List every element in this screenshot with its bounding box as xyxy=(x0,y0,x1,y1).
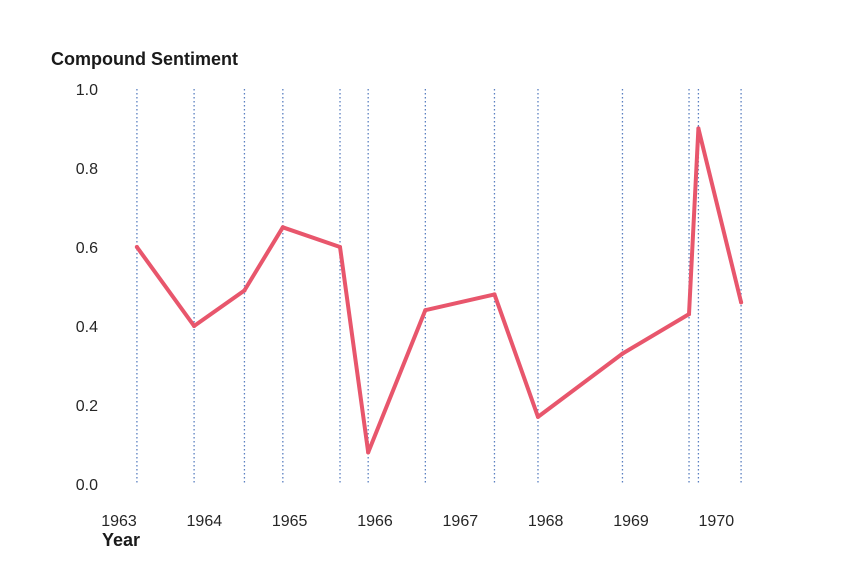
y-tick-label: 0.6 xyxy=(76,240,98,257)
y-tick-label: 0.4 xyxy=(76,319,98,336)
y-tick-labels: 0.0 0.2 0.4 0.6 0.8 1.0 xyxy=(76,82,98,494)
data-point xyxy=(687,312,692,317)
x-tick-label: 1970 xyxy=(699,513,735,530)
x-tick-label: 1966 xyxy=(357,513,393,530)
x-tick-label: 1964 xyxy=(187,513,223,530)
x-tick-label: 1969 xyxy=(613,513,649,530)
x-tick-label: 1967 xyxy=(443,513,479,530)
y-tick-label: 0.8 xyxy=(76,161,98,178)
data-point xyxy=(192,324,197,328)
data-point xyxy=(492,292,497,297)
y-tick-label: 1.0 xyxy=(76,82,98,99)
data-point xyxy=(739,300,744,305)
x-tick-label: 1968 xyxy=(528,513,564,530)
event-lines xyxy=(136,89,742,484)
series-line-0 xyxy=(134,126,744,455)
x-axis-title: Year xyxy=(102,530,140,550)
x-tick-labels: 1963 1964 1965 1966 1967 1968 1969 1970 xyxy=(101,513,734,530)
data-point xyxy=(620,351,625,356)
data-point xyxy=(366,450,371,455)
data-point xyxy=(535,414,540,419)
y-tick-label: 0.2 xyxy=(76,398,98,415)
x-tick-label: 1963 xyxy=(101,513,137,530)
series-group xyxy=(134,126,744,455)
data-point xyxy=(280,225,285,230)
x-tick-label: 1965 xyxy=(272,513,308,530)
y-tick-label: 0.0 xyxy=(76,477,98,494)
data-point xyxy=(134,245,139,249)
data-point xyxy=(696,126,701,131)
data-point xyxy=(242,288,247,293)
data-point xyxy=(423,308,428,313)
y-axis-title: Compound Sentiment xyxy=(51,49,238,69)
data-point xyxy=(338,245,343,249)
